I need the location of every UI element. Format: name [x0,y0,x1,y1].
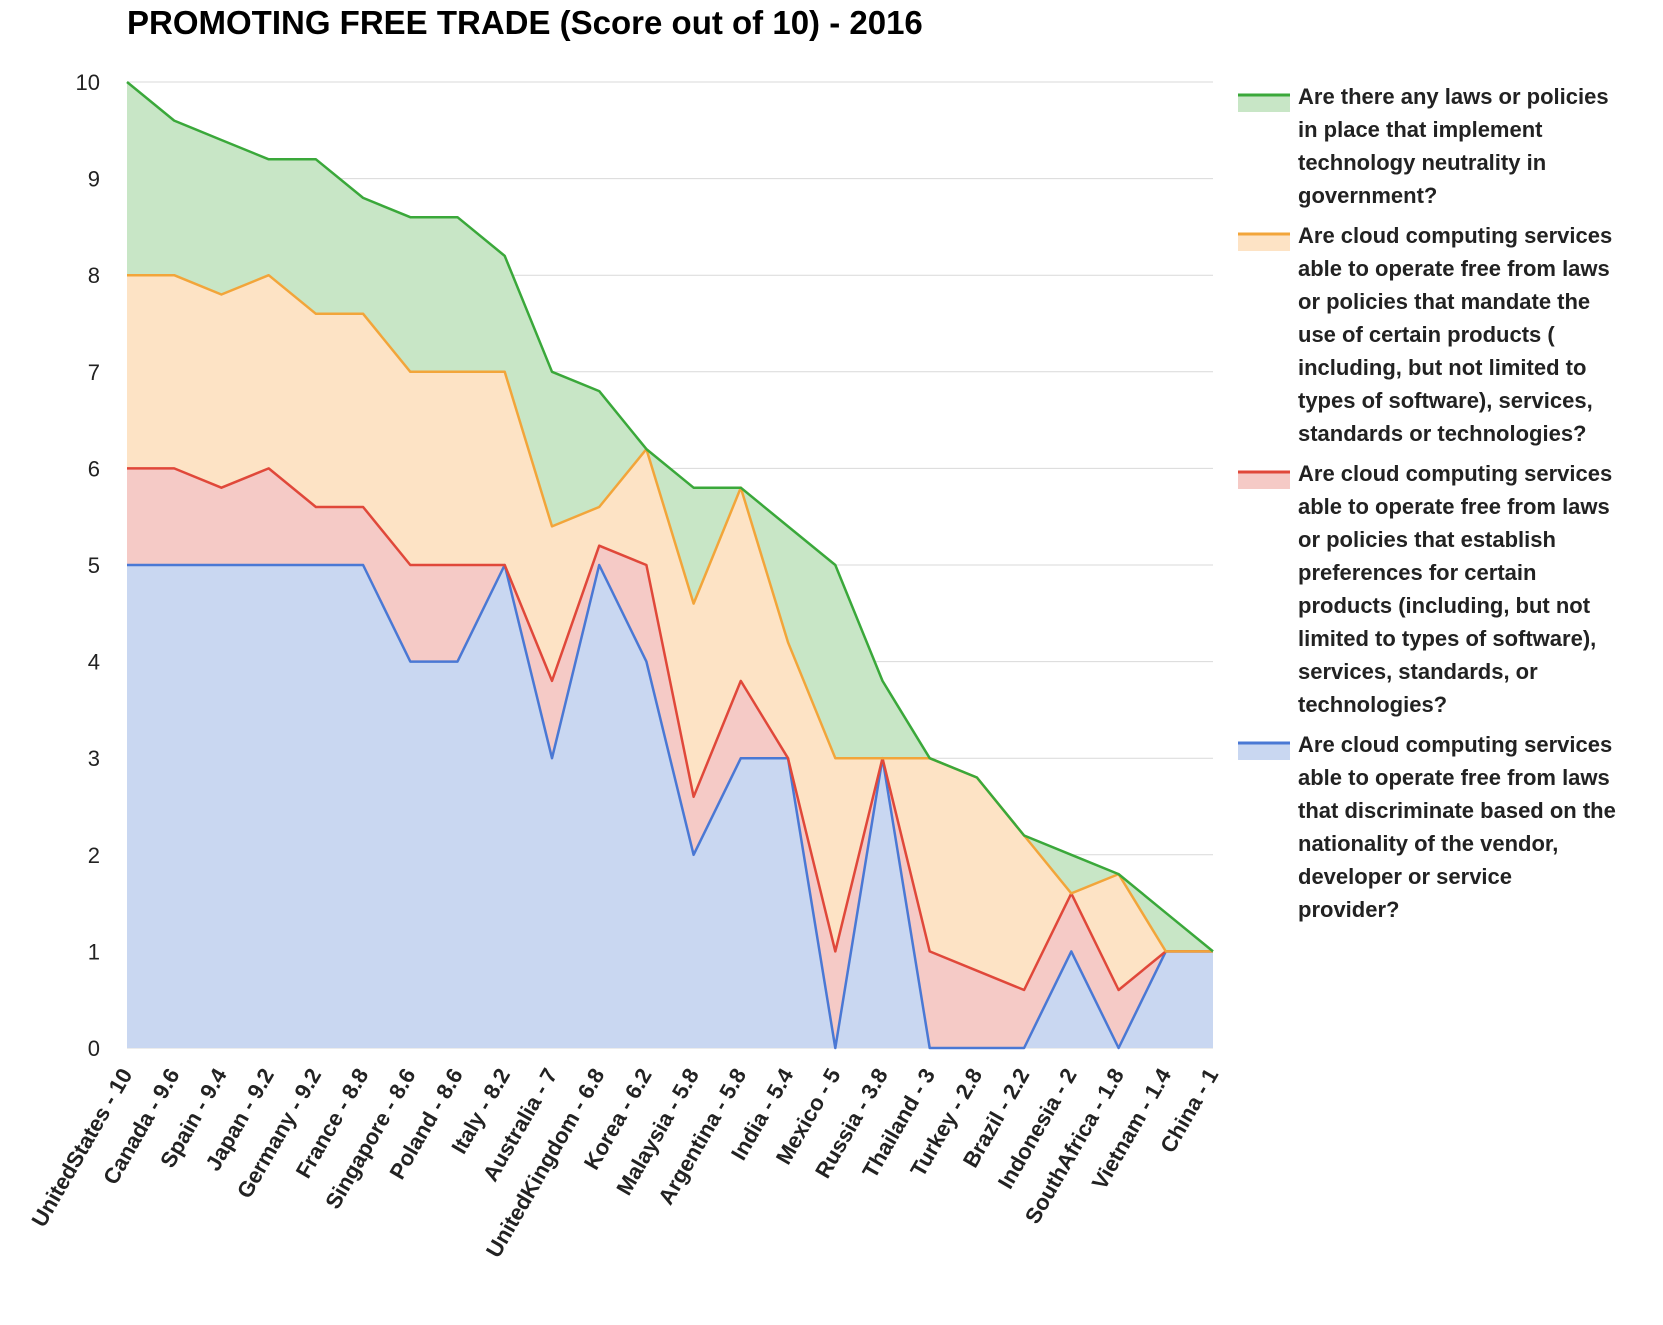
legend-label-0-line-2: technology neutrality in [1298,150,1546,175]
series-line-1 [127,273,1213,953]
legend-label-1-line-2: or policies that mandate the [1298,289,1590,314]
legend-swatch-3 [1238,743,1290,760]
legend-label-2-line-1: able to operate free from laws [1298,494,1610,519]
y-tick-label-4: 4 [88,650,100,675]
legend-label-2-line-0: Are cloud computing services [1298,461,1612,486]
legend-label-1-line-5: types of software), services, [1298,388,1593,413]
legend-label-2-line-6: services, standards, or [1298,659,1538,684]
legend-label-1-line-4: including, but not limited to [1298,355,1586,380]
y-tick-label-6: 6 [88,456,100,481]
chart-title: PROMOTING FREE TRADE (Score out of 10) -… [127,4,923,41]
legend-label-2-line-2: or policies that establish [1298,527,1556,552]
series-line-3 [127,563,1213,1050]
y-tick-label-7: 7 [88,360,100,385]
y-tick-label-1: 1 [88,939,100,964]
legend-label-2-line-4: products (including, but not [1298,593,1591,618]
y-tick-label-5: 5 [88,553,100,578]
legend-label-3-line-0: Are cloud computing services [1298,732,1612,757]
y-tick-label-10: 10 [76,70,100,95]
legend-label-2-line-7: technologies? [1298,692,1447,717]
legend-item-3: Are cloud computing services able to oper… [1238,732,1616,922]
legend: Are there any laws or policies in place t… [1238,84,1616,922]
y-tick-label-9: 9 [88,167,100,192]
legend-label-1-line-3: use of certain products ( [1298,322,1555,347]
legend-label-3-line-4: developer or service [1298,864,1512,889]
legend-label-2-line-3: preferences for certain [1298,560,1536,585]
legend-swatch-2 [1238,472,1290,489]
legend-label-3-line-1: able to operate free from laws [1298,765,1610,790]
legend-label-3-line-5: provider? [1298,897,1399,922]
series-line-2 [127,467,1213,992]
legend-label-1-line-6: standards or technologies? [1298,421,1587,446]
legend-label-1-line-0: Are cloud computing services [1298,223,1612,248]
y-tick-label-0: 0 [88,1036,100,1061]
legend-label-0-line-3: government? [1298,183,1437,208]
legend-item-0: Are there any laws or policies in place t… [1238,84,1609,208]
legend-label-0-line-1: in place that implement [1298,117,1543,142]
legend-label-0-line-0: Are there any laws or policies [1298,84,1609,109]
y-tick-label-8: 8 [88,263,100,288]
y-tick-label-2: 2 [88,843,100,868]
y-axis-ticks: 0 1 2 3 4 5 6 7 8 9 10 [76,70,100,1061]
area-fill-series-0 [127,82,1213,952]
legend-label-3-line-3: nationality of the vendor, [1298,831,1558,856]
area-fill-series-3 [127,565,1213,1048]
legend-swatch-1 [1238,234,1290,251]
legend-swatch-0 [1238,95,1290,112]
legend-item-1: Are cloud computing services able to oper… [1238,223,1612,446]
legend-label-2-line-5: limited to types of software), [1298,626,1596,651]
legend-label-3-line-2: that discriminate based on the [1298,798,1616,823]
legend-label-1-line-1: able to operate free from laws [1298,256,1610,281]
area-fill-series-1 [127,275,1213,990]
series-line-0 [126,81,1214,953]
series-lines [126,81,1214,1050]
legend-item-2: Are cloud computing services able to oper… [1238,461,1612,717]
y-tick-label-3: 3 [88,746,100,771]
